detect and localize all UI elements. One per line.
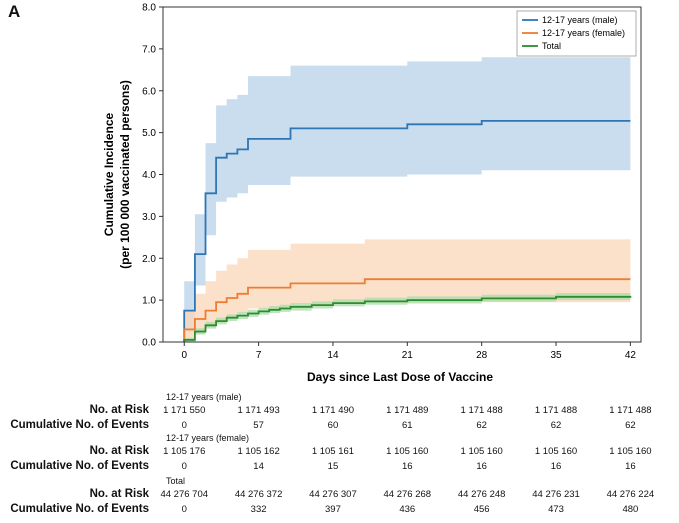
- risk-row-label: Cumulative No. of Events: [10, 419, 149, 431]
- risk-cell: 1 171 488: [609, 405, 652, 416]
- risk-cell: 1 171 493: [237, 405, 280, 416]
- y-axis-label-line1: Cumulative Incidence: [102, 112, 116, 236]
- risk-group-title: Total: [166, 476, 186, 486]
- risk-cell: 61: [402, 420, 413, 431]
- risk-cell: 480: [622, 504, 639, 515]
- risk-cell: 397: [325, 504, 341, 515]
- y-tick-label: 4.0: [142, 170, 156, 181]
- legend-entry-1: 12-17 years (female): [542, 28, 625, 38]
- ci-band-0: [184, 57, 631, 332]
- risk-cell: 1 171 488: [460, 405, 503, 416]
- events-row: Cumulative No. of Events 0 332 397 436 456 473…: [0, 503, 679, 517]
- x-tick-label: 14: [327, 350, 339, 361]
- at-risk-row: No. at Risk 44 276 704 44 276 372 44 276 30…: [0, 488, 679, 502]
- y-tick-label: 0.0: [142, 338, 156, 349]
- risk-cell: 473: [548, 504, 564, 515]
- legend-entry-0: 12-17 years (male): [542, 15, 618, 25]
- risk-cell: 1 171 488: [534, 405, 578, 416]
- series-lines: [183, 120, 632, 342]
- risk-cell: 62: [476, 420, 487, 431]
- risk-cell: 0: [181, 420, 187, 431]
- y-tick-label: 7.0: [142, 44, 156, 55]
- risk-row-label: Cumulative No. of Events: [10, 460, 149, 472]
- risk-cell: 1 105 160: [534, 446, 578, 457]
- risk-cell: 62: [550, 420, 562, 431]
- risk-cell: 44 276 268: [383, 489, 432, 500]
- risk-cell: 44 276 704: [160, 489, 209, 500]
- x-tick-label: 42: [625, 350, 637, 361]
- risk-cell: 0: [181, 504, 187, 515]
- confidence-bands: [184, 57, 631, 342]
- risk-cell: 44 276 372: [234, 489, 283, 500]
- risk-cell: 1 171 489: [386, 405, 429, 416]
- risk-row-label: No. at Risk: [89, 445, 149, 457]
- series-line-1: [183, 278, 631, 342]
- risk-cell: 16: [625, 461, 636, 472]
- x-tick-label: 28: [476, 350, 488, 361]
- risk-cell: 0: [181, 461, 187, 472]
- y-axis-label-line2: (per 100 000 vaccinated persons): [118, 80, 132, 269]
- risk-cell: 1 105 176: [163, 446, 206, 457]
- risk-cell: 16: [402, 461, 413, 472]
- risk-cell: 1 105 160: [460, 446, 503, 457]
- events-row: Cumulative No. of Events 0 14 15 16 16 16 16: [0, 460, 679, 474]
- cumulative-incidence-chart: 0.0 1.0 2.0 3.0 4.0 5.0 6.0 7.0 8.0 0 7 14 21 28 35 42 D…: [102, 3, 642, 384]
- risk-cell: 1 105 160: [609, 446, 652, 457]
- events-row: Cumulative No. of Events 0 57 60 61 62 62 62: [0, 419, 679, 433]
- y-tick-label: 1.0: [142, 296, 156, 307]
- axes: 0.0 1.0 2.0 3.0 4.0 5.0 6.0 7.0 8.0 0 7 14 21 28 35 42 D…: [102, 3, 642, 384]
- risk-cell: 1 105 162: [237, 446, 280, 457]
- risk-row-label: No. at Risk: [89, 488, 149, 500]
- risk-cell: 44 276 307: [309, 489, 357, 500]
- ci-band-2: [184, 292, 631, 342]
- risk-cell: 1 105 160: [386, 446, 429, 457]
- risk-cell: 44 276 224: [606, 489, 655, 500]
- at-risk-row: No. at Risk 1 105 176 1 105 162 1 105 161 1 …: [0, 445, 679, 459]
- risk-cell: 1 105 161: [311, 446, 355, 457]
- risk-cell: 60: [327, 420, 339, 431]
- x-tick-label: 0: [181, 350, 187, 361]
- risk-cell: 1 171 490: [311, 405, 355, 416]
- risk-row-label: No. at Risk: [89, 404, 149, 416]
- x-tick-label: 7: [256, 350, 262, 361]
- risk-cell: 15: [327, 461, 339, 472]
- x-tick-label: 21: [402, 350, 414, 361]
- y-tick-label: 5.0: [142, 128, 156, 139]
- risk-cell: 456: [473, 504, 490, 515]
- risk-cell: 16: [550, 461, 562, 472]
- x-tick-label: 35: [550, 350, 562, 361]
- legend: 12-17 years (male) 12-17 years (female) To…: [516, 10, 637, 57]
- risk-cell: 57: [253, 420, 264, 431]
- legend-entry-2: Total: [542, 41, 561, 51]
- y-tick-label: 3.0: [142, 212, 156, 223]
- risk-cell: 62: [625, 420, 636, 431]
- series-line-2: [183, 295, 632, 342]
- risk-cell: 1 171 550: [163, 405, 206, 416]
- panel-label: A: [8, 2, 21, 21]
- at-risk-row: No. at Risk 1 171 550 1 171 493 1 171 490 1 …: [0, 404, 679, 418]
- y-tick-label: 2.0: [142, 254, 156, 265]
- x-axis-label: Days since Last Dose of Vaccine: [307, 370, 493, 384]
- risk-group-title: 12-17 years (female): [166, 433, 250, 443]
- risk-row-label: Cumulative No. of Events: [10, 503, 149, 515]
- risk-cell: 14: [253, 461, 264, 472]
- series-line-0: [183, 120, 631, 342]
- y-tick-label: 6.0: [142, 86, 156, 97]
- y-tick-label: 8.0: [142, 3, 156, 14]
- ci-band-1: [184, 239, 631, 340]
- risk-cell: 44 276 248: [457, 489, 506, 500]
- risk-cell: 16: [476, 461, 487, 472]
- risk-cell: 332: [250, 504, 267, 515]
- risk-group-title: 12-17 years (male): [166, 392, 242, 402]
- risk-cell: 436: [399, 504, 416, 515]
- risk-cell: 44 276 231: [532, 489, 580, 500]
